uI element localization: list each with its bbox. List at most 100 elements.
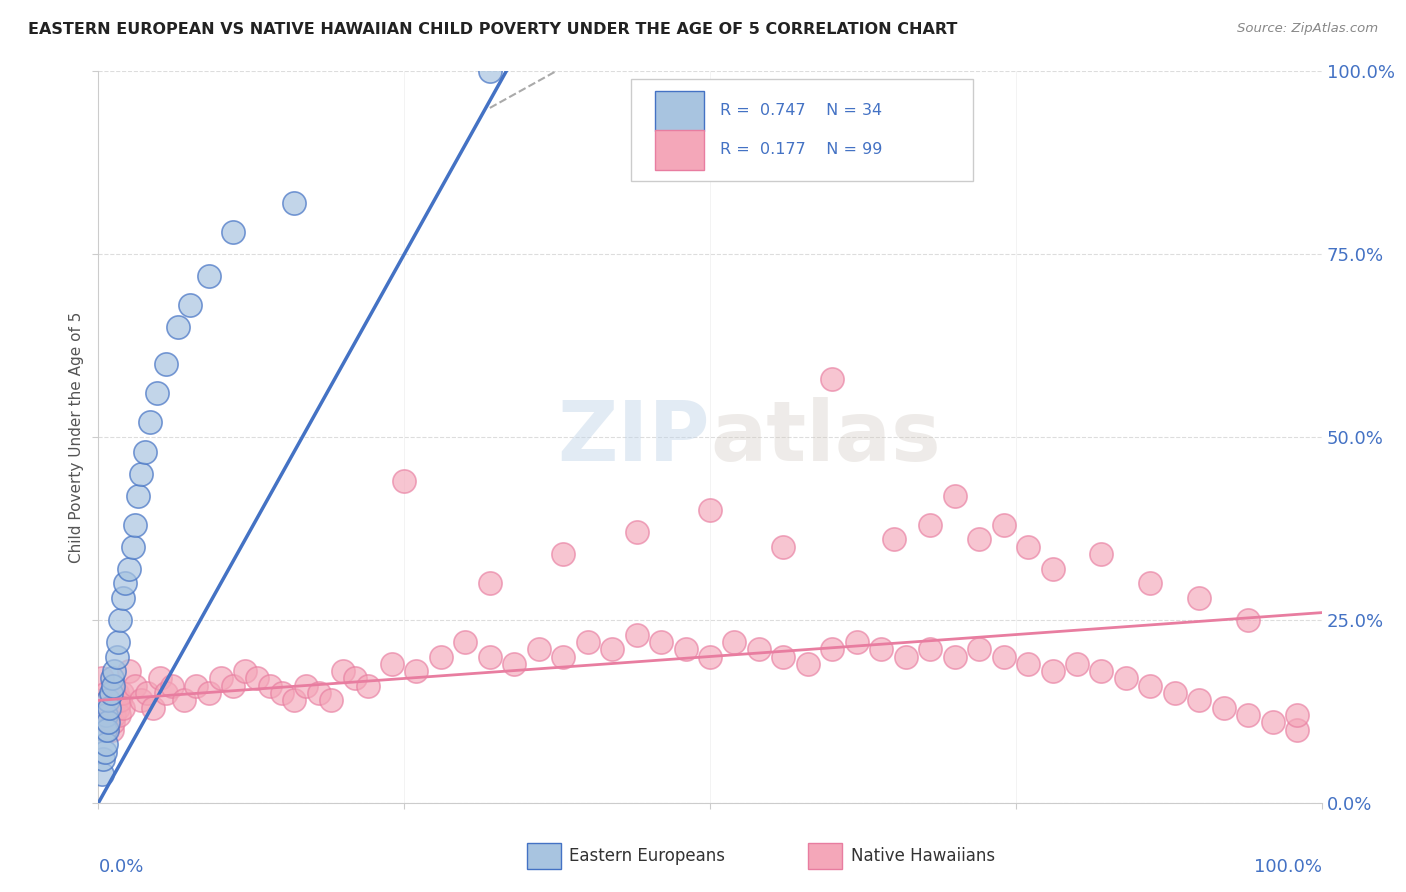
Point: [1017, 540, 1039, 554]
Text: atlas: atlas: [710, 397, 941, 477]
Point: [600, 642, 623, 657]
Point: [121, 540, 143, 554]
Point: [93, 708, 115, 723]
Point: [107, 700, 129, 714]
Point: [454, 635, 477, 649]
Point: [748, 642, 770, 657]
Text: R =  0.177    N = 99: R = 0.177 N = 99: [720, 143, 882, 158]
Point: [332, 664, 354, 678]
Point: [100, 686, 122, 700]
Bar: [808, 843, 842, 869]
Point: [101, 672, 124, 686]
Point: [1164, 686, 1187, 700]
Point: [91, 752, 114, 766]
Point: [967, 533, 990, 547]
Point: [943, 649, 966, 664]
Point: [478, 576, 501, 591]
Point: [100, 700, 122, 714]
Point: [94, 737, 117, 751]
Text: 100.0%: 100.0%: [1254, 858, 1322, 876]
Point: [233, 664, 256, 678]
Point: [209, 672, 232, 686]
Point: [105, 686, 128, 700]
Point: [1090, 547, 1112, 561]
Point: [576, 635, 599, 649]
Point: [283, 196, 305, 211]
Point: [91, 766, 114, 780]
Point: [146, 386, 169, 401]
Point: [553, 649, 575, 664]
Point: [97, 693, 120, 707]
Point: [967, 642, 990, 657]
Point: [920, 642, 942, 657]
Point: [155, 357, 177, 371]
Point: [105, 649, 128, 664]
Point: [392, 474, 416, 488]
Point: [96, 723, 118, 737]
Point: [186, 679, 208, 693]
Point: [155, 686, 177, 700]
Point: [111, 700, 134, 714]
Point: [1017, 657, 1039, 671]
Point: [1237, 613, 1260, 627]
Point: [93, 723, 115, 737]
Text: Native Hawaiians: Native Hawaiians: [851, 847, 995, 865]
Point: [124, 517, 146, 532]
Point: [108, 708, 131, 723]
Point: [1090, 664, 1112, 678]
Point: [772, 649, 794, 664]
Point: [197, 269, 219, 284]
Point: [1286, 723, 1309, 737]
Point: [259, 679, 281, 693]
Point: [699, 503, 721, 517]
Point: [127, 489, 149, 503]
Point: [124, 679, 146, 693]
Point: [356, 679, 378, 693]
Point: [870, 642, 893, 657]
Point: [295, 679, 318, 693]
Point: [222, 679, 245, 693]
Point: [91, 700, 114, 714]
Point: [527, 642, 550, 657]
Bar: [526, 843, 561, 869]
Point: [772, 540, 794, 554]
Point: [626, 627, 648, 641]
Point: [1139, 679, 1161, 693]
Point: [103, 664, 125, 678]
Point: [1286, 708, 1309, 723]
Point: [308, 686, 330, 700]
Point: [94, 686, 117, 700]
Point: [134, 444, 156, 458]
Point: [91, 672, 114, 686]
Point: [103, 708, 125, 723]
Point: [197, 686, 219, 700]
Point: [650, 635, 672, 649]
Point: [1066, 657, 1088, 671]
Bar: [655, 130, 704, 170]
Point: [920, 517, 942, 532]
Point: [118, 562, 141, 576]
Point: [1042, 664, 1064, 678]
Text: 0.0%: 0.0%: [98, 858, 143, 876]
Bar: [655, 91, 704, 131]
Point: [246, 672, 269, 686]
Point: [319, 693, 342, 707]
Point: [883, 533, 905, 547]
Point: [167, 320, 190, 334]
Point: [107, 635, 129, 649]
Point: [845, 635, 868, 649]
Point: [101, 723, 124, 737]
Point: [160, 679, 183, 693]
Point: [110, 613, 132, 627]
Point: [344, 672, 367, 686]
Point: [943, 489, 966, 503]
Point: [111, 686, 134, 700]
Point: [1237, 708, 1260, 723]
Point: [129, 467, 152, 481]
Point: [553, 547, 575, 561]
Point: [993, 517, 1015, 532]
Point: [699, 649, 721, 664]
Text: Source: ZipAtlas.com: Source: ZipAtlas.com: [1237, 22, 1378, 36]
Point: [129, 693, 152, 707]
Point: [821, 642, 844, 657]
